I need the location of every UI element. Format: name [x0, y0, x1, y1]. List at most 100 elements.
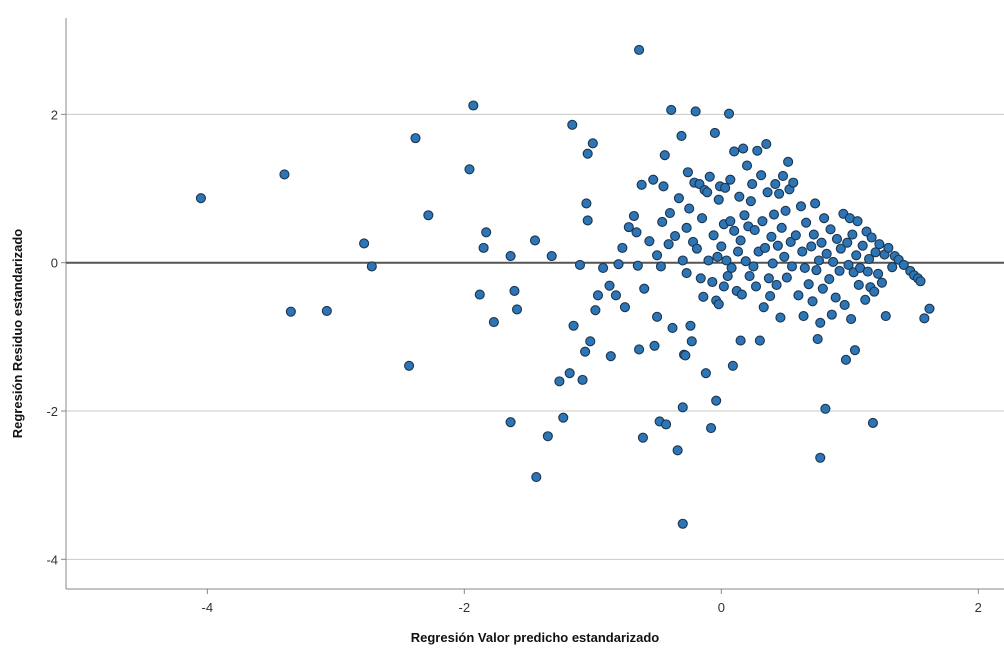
data-point: [321, 305, 332, 316]
data-point: [285, 306, 296, 317]
data-point: [812, 334, 823, 345]
data-point: [768, 209, 780, 220]
data-point: [830, 292, 841, 303]
data-point: [704, 171, 715, 182]
data-point: [681, 268, 692, 279]
data-point: [774, 188, 785, 199]
data-point: [703, 255, 714, 266]
data-point: [732, 246, 744, 257]
data-point: [813, 255, 825, 266]
data-point: [663, 239, 674, 250]
data-point: [806, 241, 817, 252]
data-point: [887, 262, 898, 273]
data-point: [788, 177, 799, 188]
data-point: [864, 253, 875, 265]
data-point: [546, 250, 557, 262]
data-point: [605, 351, 616, 362]
data-point: [779, 251, 790, 262]
data-point: [488, 316, 499, 328]
data-point: [366, 261, 377, 272]
data-point: [464, 164, 475, 175]
data-point: [598, 262, 609, 273]
data-point: [799, 262, 810, 273]
data-point: [705, 423, 717, 434]
data-point: [505, 250, 516, 262]
data-point: [727, 360, 738, 371]
data-point: [652, 311, 663, 322]
data-point: [610, 290, 622, 301]
x-tick-label: 0: [718, 600, 725, 615]
data-point: [604, 280, 615, 291]
data-point: [657, 216, 668, 227]
data-points: [195, 44, 935, 529]
data-point: [698, 291, 709, 302]
data-point: [554, 376, 565, 387]
data-point: [725, 216, 736, 227]
data-point: [870, 247, 881, 258]
data-point: [729, 225, 740, 236]
data-point: [682, 167, 693, 178]
data-point: [857, 240, 868, 251]
data-point: [580, 346, 591, 357]
data-point: [505, 417, 516, 428]
data-point: [509, 285, 520, 296]
data-point: [765, 291, 776, 302]
data-point: [672, 445, 683, 456]
data-point: [815, 452, 826, 463]
data-point: [739, 210, 750, 221]
data-point: [874, 239, 885, 250]
data-point: [783, 156, 794, 167]
data-point: [734, 191, 745, 202]
data-point: [808, 229, 819, 240]
data-point: [748, 261, 759, 272]
y-axis-title: Regresión Residuo estandarizado: [10, 229, 25, 439]
data-point: [410, 133, 421, 144]
data-point: [747, 179, 758, 190]
data-point: [691, 243, 702, 254]
data-point: [676, 130, 687, 141]
data-point: [639, 283, 650, 294]
data-point: [721, 255, 732, 266]
data-point: [898, 259, 909, 270]
data-point: [725, 174, 736, 185]
data-point: [761, 139, 772, 150]
data-point: [712, 251, 723, 262]
data-point: [542, 431, 553, 442]
data-point: [677, 402, 688, 413]
data-point: [801, 217, 812, 228]
data-point: [807, 296, 818, 307]
data-point: [785, 236, 796, 248]
data-point: [648, 174, 659, 185]
data-point: [696, 213, 708, 224]
data-point: [777, 170, 789, 182]
data-point: [729, 146, 740, 157]
data-point: [817, 283, 828, 294]
data-point: [590, 305, 601, 316]
data-point: [849, 345, 860, 356]
data-point: [924, 303, 935, 314]
data-point: [797, 246, 808, 257]
data-point: [684, 203, 695, 214]
data-point: [481, 227, 492, 238]
grid-lines: [66, 113, 1004, 560]
data-point: [685, 320, 696, 331]
data-point: [883, 242, 894, 253]
data-point: [780, 205, 791, 216]
data-point: [631, 227, 642, 238]
data-point: [700, 368, 711, 379]
data-point: [828, 256, 839, 268]
data-point: [869, 286, 880, 297]
data-point: [915, 276, 926, 287]
data-point: [677, 518, 688, 529]
data-point: [658, 181, 669, 192]
data-point: [661, 419, 672, 430]
data-point: [735, 235, 746, 246]
data-point: [767, 258, 778, 269]
data-point: [664, 207, 675, 219]
data-point: [617, 242, 628, 253]
data-point: [564, 368, 575, 379]
data-point: [873, 268, 884, 279]
data-point: [843, 259, 854, 270]
data-point: [776, 222, 787, 233]
